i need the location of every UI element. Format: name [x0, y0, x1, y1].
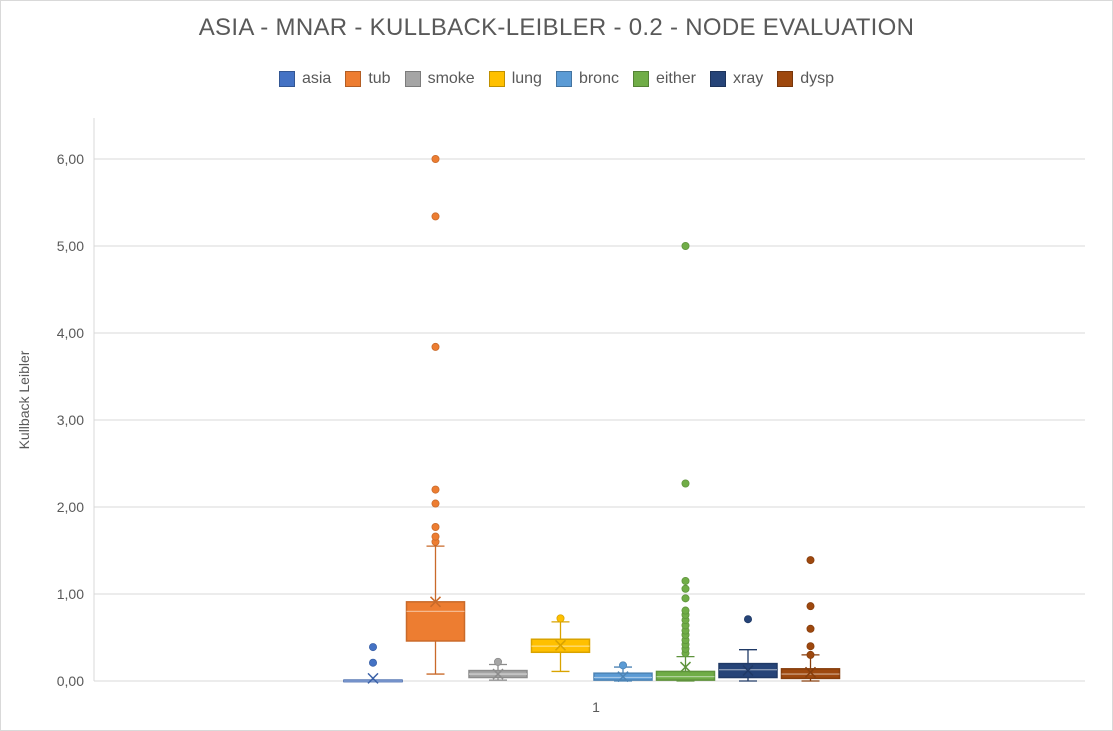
legend-label: either	[655, 70, 696, 87]
box-either-outlier	[681, 606, 690, 615]
box-asia-outlier	[368, 643, 377, 652]
box-dysp-outlier	[806, 642, 815, 651]
legend-swatch	[632, 71, 649, 87]
legend-swatch	[345, 71, 362, 87]
legend-label: bronc	[578, 70, 619, 87]
box-dysp-outlier	[806, 556, 815, 565]
box-tub-outlier	[431, 499, 440, 508]
legend-item-either: either	[632, 70, 696, 88]
box-dysp-outlier	[806, 602, 815, 611]
box-either-body	[655, 670, 716, 681]
x-tick-label: 1	[592, 699, 600, 715]
box-tub-mean-marker	[429, 596, 442, 608]
legend-label: dysp	[800, 70, 835, 87]
legend-label: tub	[368, 70, 391, 87]
legend-swatch	[555, 71, 572, 87]
legend-item-asia: asia	[278, 70, 332, 88]
box-either-outlier	[681, 479, 690, 488]
box-either-mean-marker	[679, 661, 692, 673]
legend-swatch	[710, 71, 726, 87]
box-xray-outlier	[744, 615, 753, 624]
y-tick-label: 5,00	[57, 238, 84, 254]
box-tub-outlier	[431, 532, 440, 541]
legend-item-bronc: bronc	[555, 70, 619, 88]
y-tick-label: 1,00	[57, 586, 84, 602]
y-tick-label: 0,00	[57, 673, 84, 689]
box-lung-mean-marker	[554, 639, 567, 651]
box-tub-outlier	[431, 154, 440, 163]
legend-swatch	[278, 71, 295, 87]
box-tub-outlier	[431, 212, 440, 221]
chart-title: ASIA - MNAR - KULLBACK-LEIBLER - 0.2 - N…	[198, 14, 915, 41]
box-tub-outlier	[431, 485, 440, 494]
y-tick-label: 4,00	[57, 325, 84, 341]
y-tick-label: 6,00	[57, 151, 84, 167]
box-lung-outlier	[556, 614, 565, 623]
box-tub-body	[405, 601, 466, 642]
box-dysp-mean-marker	[804, 666, 817, 678]
box-tub-outlier	[431, 342, 440, 351]
box-either-outlier	[681, 594, 690, 603]
box-bronc-mean-marker	[617, 671, 629, 683]
legend-item-dysp: dysp	[777, 70, 834, 88]
legend-item-lung: lung	[488, 70, 542, 88]
box-bronc-outlier	[619, 661, 628, 670]
legend-item-xray: xray	[710, 70, 763, 88]
box-either-outlier	[681, 584, 690, 593]
legend-label: asia	[301, 70, 332, 87]
box-asia-mean-marker	[367, 672, 379, 684]
legend: asia tub smoke lung bronc either xray dysp	[0, 70, 1113, 88]
box-xray-mean-marker	[742, 665, 754, 677]
y-tick-label: 2,00	[57, 499, 84, 515]
y-tick-label: 3,00	[57, 412, 84, 428]
legend-swatch	[777, 71, 794, 87]
box-smoke-outlier	[493, 657, 502, 666]
legend-item-smoke: smoke	[404, 70, 475, 88]
legend-label: xray	[733, 70, 764, 87]
legend-label: lung	[511, 70, 542, 87]
box-smoke-mean-marker	[492, 668, 504, 680]
box-asia-outlier	[368, 658, 377, 667]
legend-swatch	[404, 71, 421, 87]
box-dysp-outlier	[806, 624, 815, 633]
legend-item-tub: tub	[345, 70, 391, 88]
legend-swatch	[488, 71, 505, 87]
box-tub-outlier	[431, 523, 440, 532]
legend-label: smoke	[427, 70, 475, 87]
box-dysp-outlier	[806, 650, 815, 659]
box-either-outlier	[681, 576, 690, 585]
box-either-outlier	[681, 241, 690, 250]
